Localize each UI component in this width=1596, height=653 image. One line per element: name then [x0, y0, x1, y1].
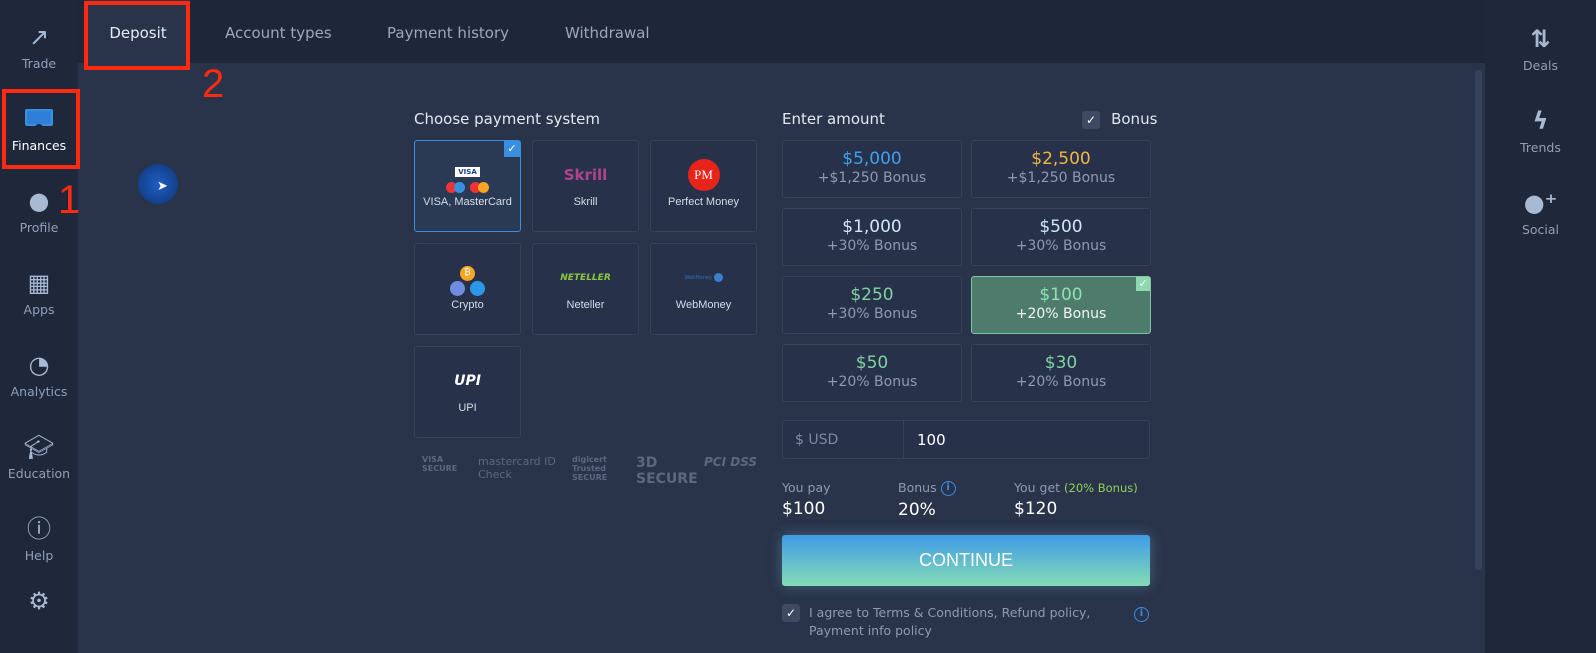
- right-sidebar: ⇅ Deals ϟ Trends ●⁺ Social: [1485, 0, 1596, 653]
- nav-trends[interactable]: ϟ Trends: [1485, 108, 1596, 155]
- amount-option[interactable]: $250 +30% Bonus: [782, 276, 962, 334]
- bonus-checkbox[interactable]: ✓: [1082, 111, 1100, 129]
- amount-option[interactable]: $5,000 +$1,250 Bonus: [782, 140, 962, 198]
- scrollbar[interactable]: [1475, 70, 1482, 570]
- amount-option[interactable]: $50 +20% Bonus: [782, 344, 962, 402]
- amount-option-value: $5,000: [842, 149, 902, 169]
- digicert-logo: digicert Trusted SECURE: [572, 455, 608, 482]
- nav-finances[interactable]: Finances: [0, 106, 78, 153]
- nav-apps[interactable]: ▦ Apps: [0, 270, 78, 317]
- pie-chart-icon: ◔: [28, 351, 50, 379]
- selected-check-icon: ✓: [1136, 277, 1150, 291]
- upi-logo: UPI: [454, 373, 481, 389]
- nav-settings[interactable]: ⚙: [0, 588, 78, 620]
- selected-check-icon: ✓: [504, 141, 520, 157]
- payment-visa-mastercard[interactable]: VISA VISA, MasterCard ✓: [414, 140, 521, 232]
- continue-button[interactable]: CONTINUE: [782, 535, 1150, 586]
- amount-option-bonus: +30% Bonus: [1015, 238, 1107, 254]
- tab-account-types[interactable]: Account types: [225, 24, 332, 42]
- agree-text: I agree to Terms & Conditions, Refund po…: [809, 605, 1091, 638]
- info-icon: ⓘ: [27, 515, 51, 543]
- tab-payment-history[interactable]: Payment history: [387, 24, 510, 42]
- amount-option[interactable]: $2,500 +$1,250 Bonus: [971, 140, 1151, 198]
- annotation-2: 2: [202, 62, 225, 106]
- amount-option-value: $250: [850, 285, 894, 305]
- bonus-summary: Bonus i 20%: [898, 480, 956, 520]
- gear-icon: ⚙: [28, 587, 50, 615]
- bonus-toggle[interactable]: ✓ Bonus: [1082, 109, 1157, 129]
- info-icon[interactable]: i: [940, 481, 956, 496]
- grid-icon: ▦: [27, 269, 51, 297]
- amount-option-bonus: +20% Bonus: [1015, 306, 1107, 322]
- payment-crypto[interactable]: ₿ Crypto: [414, 243, 521, 335]
- payment-webmoney[interactable]: WebMoney WebMoney: [650, 243, 757, 335]
- payment-skrill[interactable]: Skrill Skrill: [532, 140, 639, 232]
- amount-option-value: $100: [1039, 285, 1083, 305]
- amount-option-value: $500: [1039, 217, 1083, 237]
- amount-option[interactable]: $100 +20% Bonus ✓: [971, 276, 1151, 334]
- nav-deals[interactable]: ⇅ Deals: [1485, 26, 1596, 73]
- amount-option-value: $50: [855, 353, 889, 373]
- payment-neteller[interactable]: NETELLER Neteller: [532, 243, 639, 335]
- nav-help[interactable]: ⓘ Help: [0, 516, 78, 563]
- amount-option[interactable]: $500 +30% Bonus: [971, 208, 1151, 266]
- amount-option-value: $30: [1044, 353, 1078, 373]
- payment-title: Choose payment system: [414, 110, 600, 128]
- tab-bar: Deposit Account types Payment history Wi…: [78, 0, 1485, 63]
- visa-secure-logo: VISA SECURE: [422, 455, 458, 473]
- nav-education[interactable]: 🎓︎ Education: [0, 434, 78, 481]
- amount-option-bonus: +30% Bonus: [826, 238, 918, 254]
- cursor-icon: ➤: [157, 179, 168, 194]
- you-get: You get (20% Bonus) $120: [1014, 480, 1138, 519]
- amount-input[interactable]: $ USD 100: [782, 420, 1150, 459]
- amount-option-bonus: +20% Bonus: [1015, 374, 1107, 390]
- nav-profile[interactable]: ● Profile: [0, 188, 78, 235]
- amount-option-bonus: +$1,250 Bonus: [1006, 170, 1116, 186]
- crypto-logo: ₿: [415, 260, 520, 296]
- amount-option-bonus: +$1,250 Bonus: [817, 170, 927, 186]
- amount-option[interactable]: $1,000 +30% Bonus: [782, 208, 962, 266]
- trend-up-icon: ↗: [28, 23, 50, 51]
- pci-dss-logo: PCI DSS: [704, 455, 758, 469]
- highlight-deposit: [84, 1, 190, 70]
- tab-deposit[interactable]: Deposit: [86, 0, 190, 63]
- currency-label: $ USD: [783, 421, 904, 458]
- arrows-up-down-icon: ⇅: [1530, 25, 1551, 53]
- amount-option-value: $2,500: [1031, 149, 1091, 169]
- user-icon: ●: [28, 187, 50, 215]
- agree-checkbox[interactable]: ✓: [782, 604, 800, 622]
- skrill-logo: Skrill: [563, 166, 608, 184]
- nav-social[interactable]: ●⁺ Social: [1485, 190, 1596, 237]
- terms-info-icon[interactable]: i: [1134, 604, 1149, 623]
- amount-option[interactable]: $30 +20% Bonus: [971, 344, 1151, 402]
- amount-option-bonus: +30% Bonus: [826, 306, 918, 322]
- mastercard-id-check-logo: mastercard ID Check: [478, 455, 556, 481]
- amount-title: Enter amount: [782, 110, 885, 128]
- amount-option-bonus: +20% Bonus: [826, 374, 918, 390]
- payment-perfect-money[interactable]: PM Perfect Money: [650, 140, 757, 232]
- add-user-icon: ●⁺: [1523, 189, 1558, 217]
- you-pay: You pay $100: [782, 480, 831, 519]
- cursor-highlight: ➤: [138, 164, 178, 204]
- webmoney-logo: WebMoney: [651, 262, 756, 298]
- neteller-logo: NETELLER: [560, 273, 611, 283]
- wallet-icon: [0, 106, 78, 132]
- graduation-cap-icon: 🎓︎: [23, 433, 55, 461]
- payment-upi[interactable]: UPI UPI: [414, 346, 521, 438]
- tab-withdrawal[interactable]: Withdrawal: [565, 24, 650, 42]
- amount-value[interactable]: 100: [917, 431, 946, 449]
- lightning-icon: ϟ: [1532, 107, 1549, 135]
- 3d-secure-logo: 3D SECURE: [636, 455, 698, 487]
- amount-option-value: $1,000: [842, 217, 902, 237]
- highlight-finances: [2, 89, 80, 169]
- visa-mastercard-logo: VISA: [415, 159, 520, 195]
- nav-analytics[interactable]: ◔ Analytics: [0, 352, 78, 399]
- nav-trade[interactable]: ↗ Trade: [0, 24, 78, 71]
- annotation-1: 1: [58, 178, 81, 222]
- left-sidebar: ↗ Trade Finances ● Profile ▦ Apps ◔ Analytic…: [0, 0, 78, 653]
- perfect-money-logo: PM: [651, 159, 756, 195]
